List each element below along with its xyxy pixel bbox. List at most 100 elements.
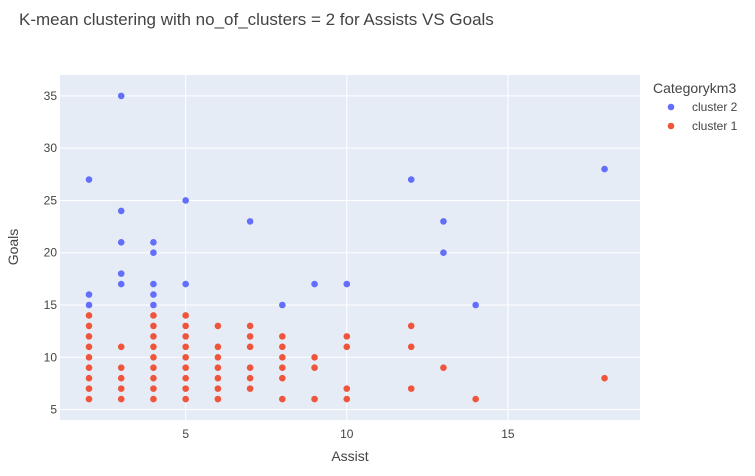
data-point[interactable] — [279, 333, 286, 340]
data-point[interactable] — [182, 343, 189, 351]
data-point[interactable] — [150, 395, 157, 403]
data-point[interactable] — [85, 395, 93, 403]
data-point[interactable] — [150, 249, 157, 257]
data-point[interactable] — [311, 353, 318, 361]
data-point[interactable] — [182, 333, 189, 340]
data-point[interactable] — [85, 343, 93, 351]
data-point[interactable] — [343, 280, 351, 288]
data-point[interactable] — [601, 165, 608, 173]
data-point[interactable] — [279, 353, 286, 361]
data-point[interactable] — [117, 238, 125, 246]
data-point[interactable] — [343, 333, 351, 340]
data-point[interactable] — [150, 364, 157, 372]
data-point[interactable] — [246, 385, 254, 392]
data-point[interactable] — [311, 395, 318, 403]
data-point[interactable] — [85, 333, 93, 340]
data-point[interactable] — [407, 176, 415, 183]
data-point[interactable] — [407, 322, 415, 330]
data-point[interactable] — [85, 176, 93, 183]
y-tick-label: 15 — [44, 298, 58, 312]
data-point[interactable] — [85, 374, 93, 382]
data-point[interactable] — [214, 322, 222, 330]
data-point[interactable] — [117, 374, 125, 382]
data-point[interactable] — [117, 385, 125, 392]
data-point[interactable] — [311, 364, 318, 372]
data-point[interactable] — [279, 364, 286, 372]
legend-title: Categorykm3 — [653, 80, 736, 96]
data-point[interactable] — [279, 301, 286, 309]
data-point[interactable] — [246, 343, 254, 351]
y-tick-label: 10 — [44, 350, 58, 364]
data-point[interactable] — [117, 343, 125, 351]
data-point[interactable] — [440, 364, 447, 372]
data-point[interactable] — [214, 353, 222, 361]
data-point[interactable] — [85, 353, 93, 361]
data-point[interactable] — [440, 249, 447, 257]
data-point[interactable] — [182, 364, 189, 372]
data-point[interactable] — [85, 364, 93, 372]
data-point[interactable] — [246, 333, 254, 340]
data-point[interactable] — [472, 301, 479, 309]
data-point[interactable] — [85, 385, 93, 392]
data-point[interactable] — [150, 238, 157, 246]
data-point[interactable] — [117, 364, 125, 372]
data-point[interactable] — [150, 322, 157, 330]
legend-item[interactable]: cluster 1 — [667, 119, 738, 133]
data-point[interactable] — [182, 280, 189, 288]
data-point[interactable] — [246, 218, 254, 225]
data-point[interactable] — [343, 343, 351, 351]
data-point[interactable] — [407, 385, 415, 392]
data-point[interactable] — [182, 197, 189, 204]
data-point[interactable] — [214, 395, 222, 403]
data-point[interactable] — [150, 291, 157, 298]
data-point[interactable] — [117, 92, 125, 100]
data-point[interactable] — [150, 374, 157, 382]
data-point[interactable] — [214, 364, 222, 372]
data-point[interactable] — [85, 291, 93, 298]
data-point[interactable] — [182, 312, 189, 319]
data-point[interactable] — [343, 395, 351, 403]
x-tick-label: 10 — [340, 427, 354, 441]
data-point[interactable] — [182, 395, 189, 403]
data-point[interactable] — [407, 343, 415, 351]
data-point[interactable] — [311, 280, 318, 288]
data-point[interactable] — [601, 374, 608, 382]
legend[interactable]: Categorykm3 cluster 2 cluster 1 — [653, 80, 738, 133]
data-point[interactable] — [182, 353, 189, 361]
data-point[interactable] — [279, 343, 286, 351]
data-point[interactable] — [246, 322, 254, 330]
y-tick-label: 5 — [50, 403, 57, 417]
data-point[interactable] — [150, 343, 157, 351]
data-point[interactable] — [214, 374, 222, 382]
data-point[interactable] — [279, 374, 286, 382]
data-point[interactable] — [246, 364, 254, 372]
data-point[interactable] — [85, 322, 93, 330]
data-point[interactable] — [150, 385, 157, 392]
y-tick-label: 25 — [44, 193, 58, 207]
legend-item[interactable]: cluster 2 — [667, 100, 738, 114]
data-point[interactable] — [150, 333, 157, 340]
data-point[interactable] — [214, 385, 222, 392]
data-point[interactable] — [150, 353, 157, 361]
data-point[interactable] — [85, 301, 93, 309]
data-point[interactable] — [440, 218, 447, 225]
data-point[interactable] — [246, 374, 254, 382]
data-point[interactable] — [214, 343, 222, 351]
x-tick-label: 5 — [182, 427, 189, 441]
data-point[interactable] — [117, 280, 125, 288]
data-point[interactable] — [150, 312, 157, 319]
data-point[interactable] — [150, 280, 157, 288]
data-point[interactable] — [472, 395, 479, 403]
data-point[interactable] — [182, 322, 189, 330]
legend-marker — [667, 103, 675, 111]
plot-area — [60, 75, 640, 420]
data-point[interactable] — [343, 385, 351, 392]
data-point[interactable] — [117, 395, 125, 403]
data-point[interactable] — [182, 385, 189, 392]
data-point[interactable] — [279, 395, 286, 403]
data-point[interactable] — [117, 270, 125, 277]
data-point[interactable] — [182, 374, 189, 382]
data-point[interactable] — [150, 301, 157, 309]
data-point[interactable] — [85, 312, 93, 319]
data-point[interactable] — [117, 207, 125, 215]
